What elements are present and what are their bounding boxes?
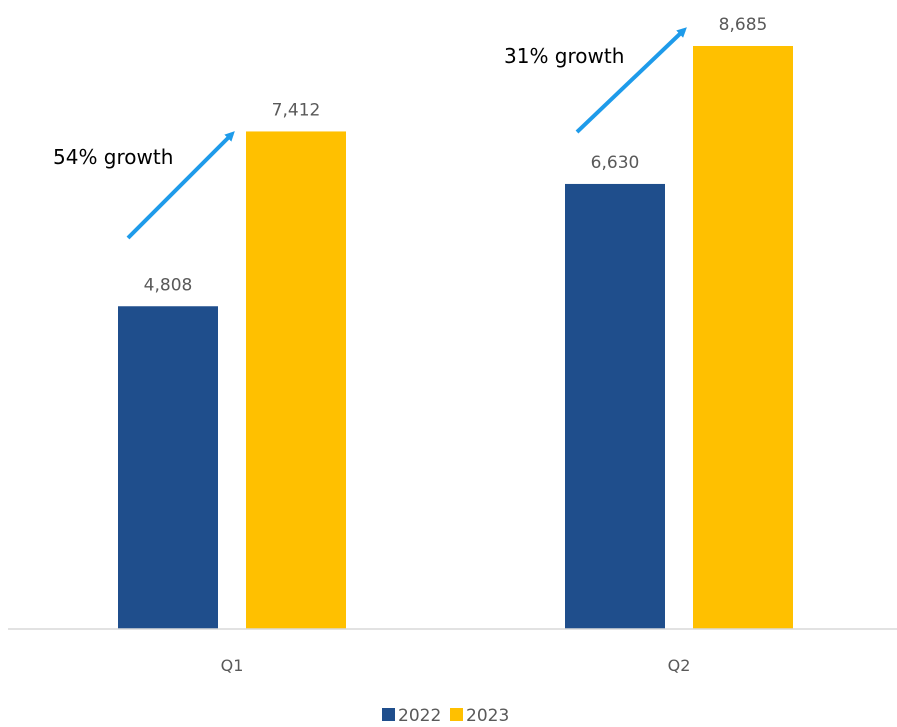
annotations-layer: 54% growth 31% growth	[53, 27, 687, 240]
growth-arrow-Q2	[575, 27, 687, 134]
data-label-2023-Q1: 7,412	[272, 100, 321, 120]
bars-layer	[118, 46, 793, 629]
data-label-2022-Q2: 6,630	[591, 153, 640, 173]
data-label-2023-Q2: 8,685	[719, 15, 768, 35]
legend-label-2023: 2023	[466, 706, 509, 726]
bar-2022-Q1	[118, 306, 218, 629]
bar-2023-Q1	[246, 131, 346, 629]
legend: 2022 2023	[382, 706, 509, 726]
x-tick-label-Q2: Q2	[668, 656, 691, 675]
legend-label-2022: 2022	[398, 706, 441, 726]
bar-2023-Q2	[693, 46, 793, 629]
growth-annotation-Q1: 54% growth	[53, 145, 173, 169]
value-labels-layer: 4,808 7,412 6,630 8,685	[144, 15, 768, 295]
growth-arrow-Q1	[126, 131, 235, 240]
x-tick-labels-layer: Q1 Q2	[221, 656, 691, 675]
legend-swatch-2023	[450, 708, 463, 721]
bar-2022-Q2	[565, 183, 665, 629]
legend-swatch-2022	[382, 708, 395, 721]
growth-annotation-Q2: 31% growth	[504, 44, 624, 68]
x-tick-label-Q1: Q1	[221, 656, 244, 675]
data-label-2022-Q1: 4,808	[144, 275, 193, 295]
